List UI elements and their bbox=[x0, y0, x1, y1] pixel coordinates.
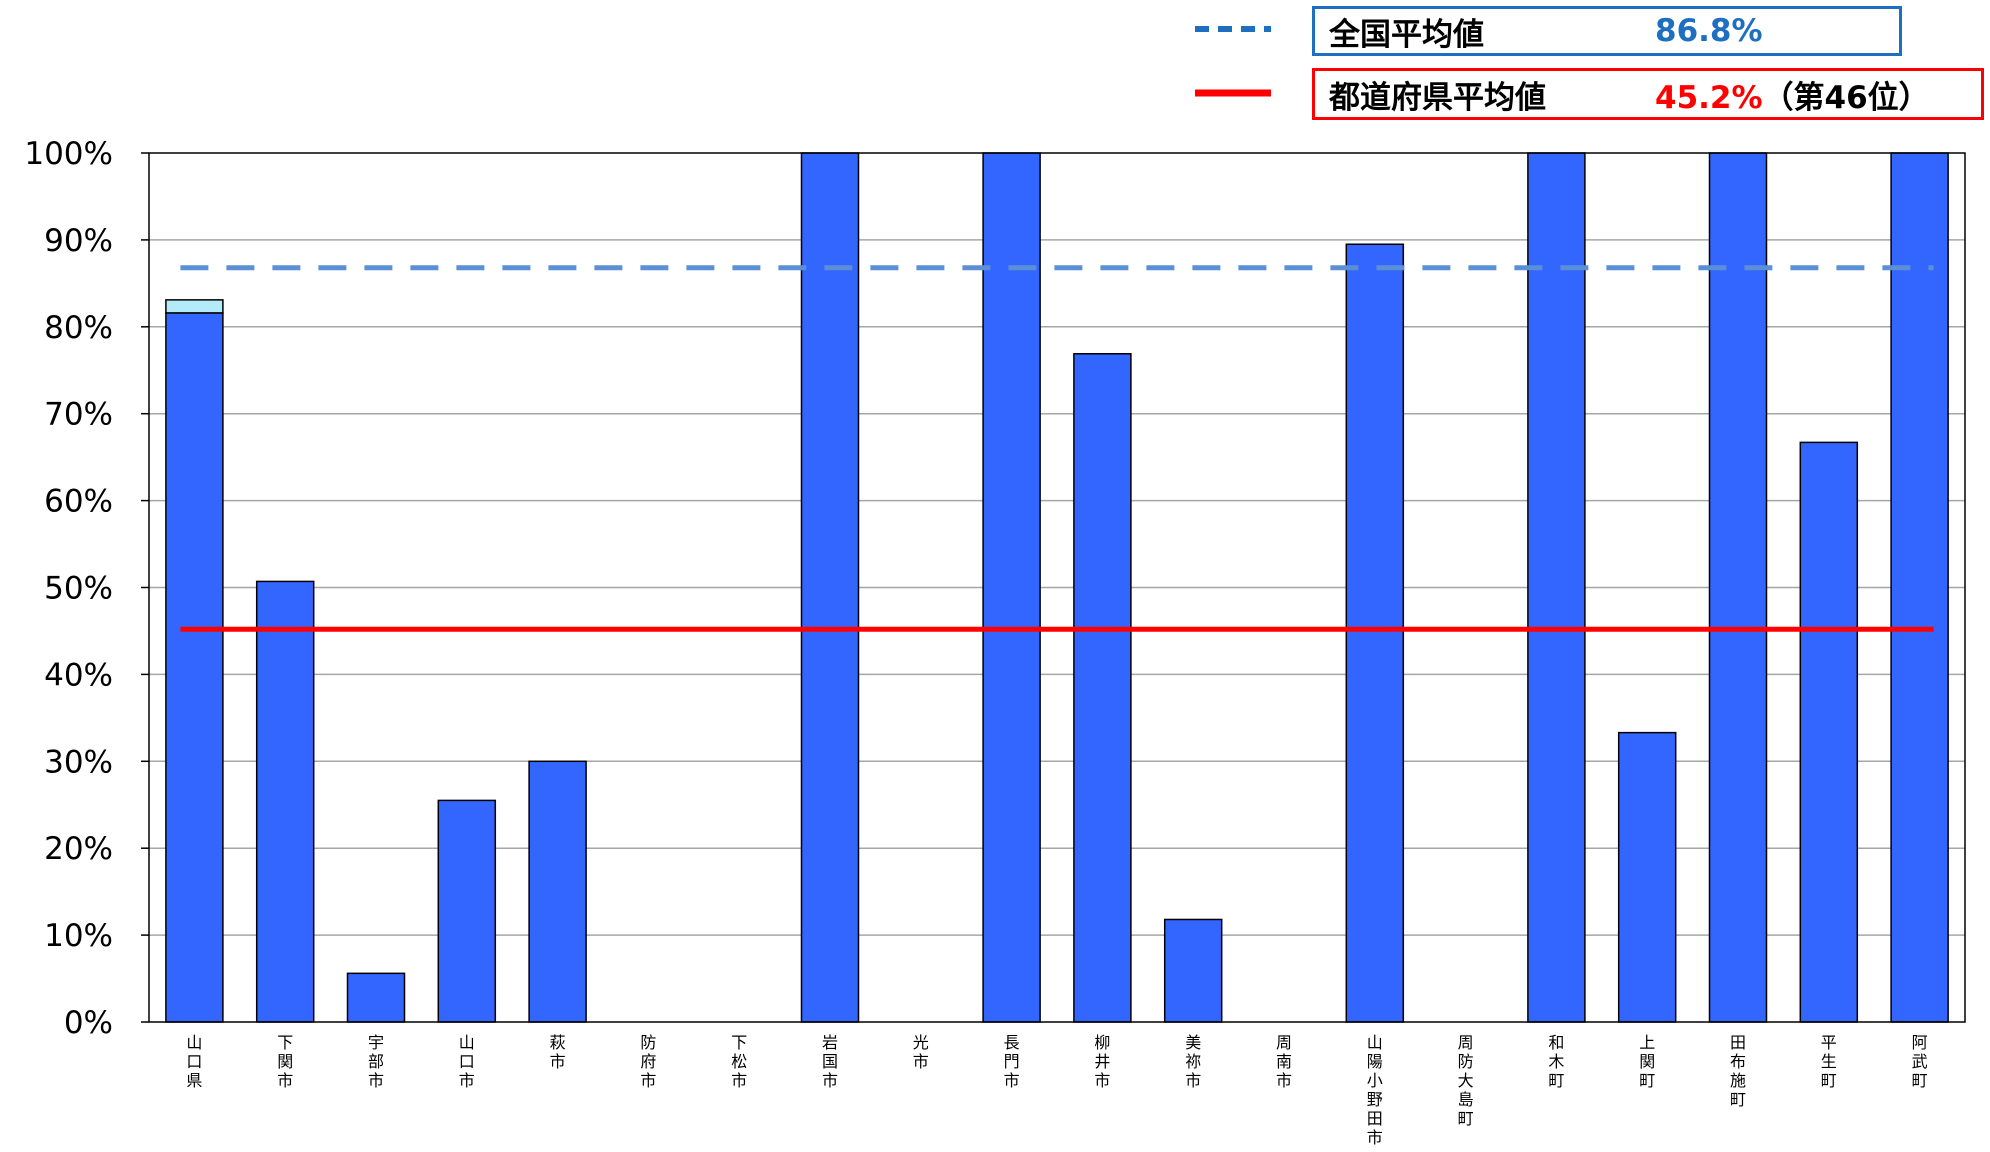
y-tick-label: 40% bbox=[44, 657, 113, 693]
x-category-label: 柳井市 bbox=[1094, 1033, 1110, 1090]
bar bbox=[1890, 152, 1949, 1023]
bar bbox=[1073, 352, 1132, 1023]
national-average-label: 全国平均値 bbox=[1329, 16, 1484, 53]
national-average-value: 86.8% bbox=[1655, 13, 1763, 49]
y-tick-label: 20% bbox=[44, 831, 113, 867]
x-category-label: 長門市 bbox=[1004, 1033, 1020, 1090]
x-category-label: 周防大島町 bbox=[1458, 1033, 1474, 1128]
bar-extra-segment bbox=[165, 299, 224, 314]
bar bbox=[1163, 918, 1223, 1023]
x-category-label: 岩国市 bbox=[822, 1033, 838, 1090]
bar bbox=[437, 799, 497, 1023]
y-tick-label: 60% bbox=[44, 484, 113, 520]
x-category-label: 光市 bbox=[913, 1033, 929, 1071]
x-category-label: 平生町 bbox=[1821, 1033, 1837, 1090]
axes bbox=[148, 152, 1966, 1023]
x-category-labels: 山口県 下関市 宇部市 山口市 萩市 防府市 下松市 岩国市 光市 長門市 柳井市 美祢市 周南市 山陽小… bbox=[186, 1033, 1927, 1147]
x-category-label: 阿武町 bbox=[1912, 1033, 1928, 1090]
prefecture-rank: （第46位） bbox=[1762, 79, 1930, 116]
bar bbox=[1345, 243, 1405, 1023]
y-tick-label: 10% bbox=[44, 918, 113, 954]
x-category-label: 山口市 bbox=[459, 1033, 475, 1090]
x-category-label: 下松市 bbox=[731, 1033, 747, 1090]
bar bbox=[1617, 731, 1677, 1023]
grid-lines bbox=[141, 152, 1965, 1023]
bars bbox=[165, 152, 1949, 1023]
x-category-label: 宇部市 bbox=[368, 1033, 384, 1090]
bar bbox=[346, 972, 406, 1023]
bar bbox=[800, 152, 860, 1023]
prefecture-average-value: 45.2%（第46位） bbox=[1655, 72, 1930, 117]
x-category-label: 山口県 bbox=[186, 1033, 202, 1090]
bar bbox=[1708, 152, 1768, 1023]
x-category-label: 萩市 bbox=[550, 1033, 566, 1071]
y-tick-label: 30% bbox=[44, 744, 113, 780]
y-tick-label: 90% bbox=[44, 223, 113, 259]
y-tick-label: 80% bbox=[44, 310, 113, 346]
bar bbox=[165, 312, 224, 1023]
x-category-label: 下関市 bbox=[277, 1033, 293, 1090]
national-average-legend: 全国平均値 86.8% bbox=[1312, 6, 1902, 56]
y-tick-label: 70% bbox=[44, 397, 113, 433]
plot-frame bbox=[148, 152, 1966, 1023]
x-category-label: 周南市 bbox=[1276, 1033, 1292, 1090]
x-category-label: 山陽小野田市 bbox=[1367, 1033, 1383, 1147]
x-category-label: 美祢市 bbox=[1185, 1033, 1201, 1090]
y-tick-label: 50% bbox=[44, 571, 113, 607]
x-category-label: 防府市 bbox=[640, 1033, 656, 1090]
prefecture-average-legend-line bbox=[1195, 89, 1271, 97]
x-category-label: 田布施町 bbox=[1730, 1033, 1746, 1109]
bar bbox=[1527, 152, 1586, 1023]
national-average-legend-line bbox=[1195, 26, 1271, 32]
bar bbox=[982, 152, 1041, 1023]
x-category-label: 上関町 bbox=[1639, 1033, 1655, 1090]
bar bbox=[1799, 441, 1859, 1023]
x-category-label: 和木町 bbox=[1548, 1033, 1564, 1090]
y-tick-label: 100% bbox=[24, 136, 113, 172]
y-tick-labels: 0% 10% 20% 30% 40% 50% 60% 70% 80% 90% 100% bbox=[24, 136, 113, 1041]
y-tick-label: 0% bbox=[64, 1005, 113, 1041]
bar bbox=[528, 760, 587, 1023]
prefecture-average-number: 45.2% bbox=[1655, 79, 1763, 116]
bar bbox=[255, 580, 315, 1023]
prefecture-average-label: 都道府県平均値 bbox=[1329, 79, 1546, 116]
prefecture-average-legend: 都道府県平均値 45.2%（第46位） bbox=[1312, 68, 1984, 120]
reference-lines bbox=[180, 265, 1934, 632]
